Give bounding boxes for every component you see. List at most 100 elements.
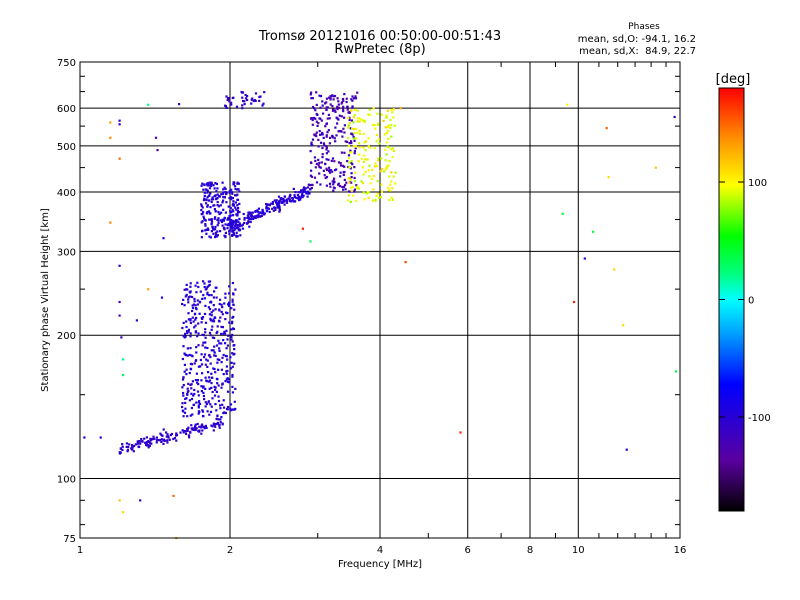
trace-F2-shelf-point	[302, 188, 305, 191]
y-tick-label: 75	[63, 534, 76, 545]
trace-F1-band-point	[200, 204, 203, 207]
trace-F1-rise-point	[228, 303, 231, 306]
trace-F1-band-point	[213, 217, 216, 220]
trace-X-mode-point	[354, 171, 357, 174]
trace-F1-rise-point	[195, 346, 198, 349]
trace-F2-shelf-point	[238, 217, 241, 220]
trace-F1-rise-point	[218, 347, 221, 350]
trace-F1-rise-point	[225, 378, 228, 381]
trace-X-mode-point	[388, 175, 391, 178]
trace-F1-rise-point	[231, 352, 234, 355]
trace-F1-rise-point	[233, 362, 236, 365]
trace-F1-rise-point	[197, 394, 200, 397]
trace-X-mode-point	[372, 174, 375, 178]
trace-F1-band-point	[224, 187, 227, 191]
trace-E-low-point	[179, 431, 182, 434]
trace-F2-cusp-point	[329, 136, 332, 139]
trace-F1-rise-point	[205, 358, 208, 361]
trace-F2-cusp-point	[349, 149, 352, 152]
trace-X-mode-point	[347, 117, 350, 120]
trace-F2-cusp-point	[325, 184, 328, 187]
trace-F1-rise-point	[219, 298, 222, 301]
trace-X-mode-point	[358, 153, 361, 156]
trace-F1-band-point	[234, 185, 237, 188]
trace-F1-rise-point	[204, 328, 207, 331]
trace-F1-rise-point	[184, 401, 187, 404]
trace-F1-band-point	[208, 235, 211, 238]
trace-F1-band-point	[216, 234, 219, 237]
trace-X-mode-point	[379, 196, 383, 199]
trace-F2-cusp-point	[337, 106, 341, 109]
trace-E-low-point	[186, 429, 189, 432]
trace-high-cluster-point	[228, 100, 231, 103]
data-points	[83, 90, 678, 540]
trace-X-mode-point	[384, 126, 387, 129]
trace-F1-rise-point	[210, 382, 213, 385]
trace-F1-rise-point	[186, 393, 189, 396]
trace-X-mode-point	[385, 153, 388, 156]
trace-X-mode-point	[380, 183, 383, 186]
trace-F1-rise-point	[181, 405, 184, 409]
trace-F1-rise-point	[191, 306, 195, 310]
trace-F2-shelf-point	[293, 194, 296, 197]
trace-F1-band-point	[210, 223, 213, 226]
trace-F2-cusp-point	[328, 171, 332, 174]
trace-F1-rise-point	[202, 386, 205, 389]
trace-X-mode-point	[387, 124, 390, 127]
trace-F2-shelf-point	[301, 191, 304, 194]
trace-F1-rise-point	[188, 371, 191, 375]
trace-F1-band-point	[228, 232, 231, 236]
trace-F1-rise-point	[185, 283, 188, 286]
trace-F2-shelf-point	[262, 210, 265, 213]
trace-F2-cusp-point	[319, 133, 322, 136]
trace-F1-band-point	[205, 202, 208, 205]
stats-x-line: mean, sd,X: 84.9, 22.7	[579, 46, 696, 57]
trace-F2-cusp-point	[333, 137, 336, 140]
trace-F1-band-point	[200, 203, 203, 206]
trace-F2-cusp-point	[353, 150, 356, 153]
trace-F2-cusp-point	[329, 103, 332, 106]
trace-E-low-point	[188, 436, 191, 439]
trace-F2-shelf-point	[295, 196, 298, 199]
trace-F2-shelf-point	[275, 203, 279, 206]
trace-X-mode-point	[349, 200, 352, 203]
trace-X-mode-point	[385, 167, 388, 170]
trace-X-mode-point	[391, 111, 394, 114]
isolated-point	[674, 370, 678, 373]
trace-high-cluster-point	[258, 99, 261, 102]
trace-X-mode-point	[353, 114, 356, 117]
trace-X-mode-point	[348, 181, 351, 184]
trace-F2-cusp-point	[348, 142, 351, 145]
trace-X-mode-point	[377, 196, 380, 199]
trace-F2-cusp-point	[345, 100, 348, 104]
trace-F1-rise-point	[205, 287, 208, 290]
trace-F2-cusp-point	[310, 117, 313, 120]
trace-F1-rise-point	[186, 415, 189, 418]
trace-F1-band-point	[222, 219, 225, 222]
trace-F1-rise-point	[201, 372, 204, 375]
trace-F1-rise-point	[226, 344, 229, 347]
trace-high-cluster-point	[250, 102, 253, 105]
trace-F2-shelf-point	[230, 223, 233, 226]
trace-F2-shelf-point	[231, 224, 234, 227]
isolated-point	[118, 123, 121, 126]
trace-F1-rise-point	[220, 332, 223, 335]
trace-F2-shelf-point	[256, 209, 259, 212]
trace-F1-band-point	[230, 198, 233, 201]
trace-F2-shelf-point	[299, 189, 303, 192]
trace-F1-band-point	[203, 191, 206, 194]
trace-X-mode-point	[390, 124, 393, 127]
trace-F1-rise-point	[206, 365, 209, 368]
trace-F2-cusp-point	[336, 108, 339, 111]
trace-F1-rise-point	[220, 342, 223, 345]
trace-F1-rise-point	[209, 280, 212, 283]
trace-X-mode-point	[370, 177, 373, 180]
trace-F1-rise-point	[208, 313, 211, 316]
trace-F1-band-point	[224, 193, 228, 196]
trace-F1-rise-point	[190, 383, 193, 386]
trace-F2-cusp-point	[347, 154, 351, 157]
trace-F2-cusp-point	[325, 97, 328, 100]
y-tick-label: 600	[57, 104, 76, 115]
trace-X-mode-point	[371, 199, 374, 202]
trace-X-mode-point	[358, 120, 361, 123]
